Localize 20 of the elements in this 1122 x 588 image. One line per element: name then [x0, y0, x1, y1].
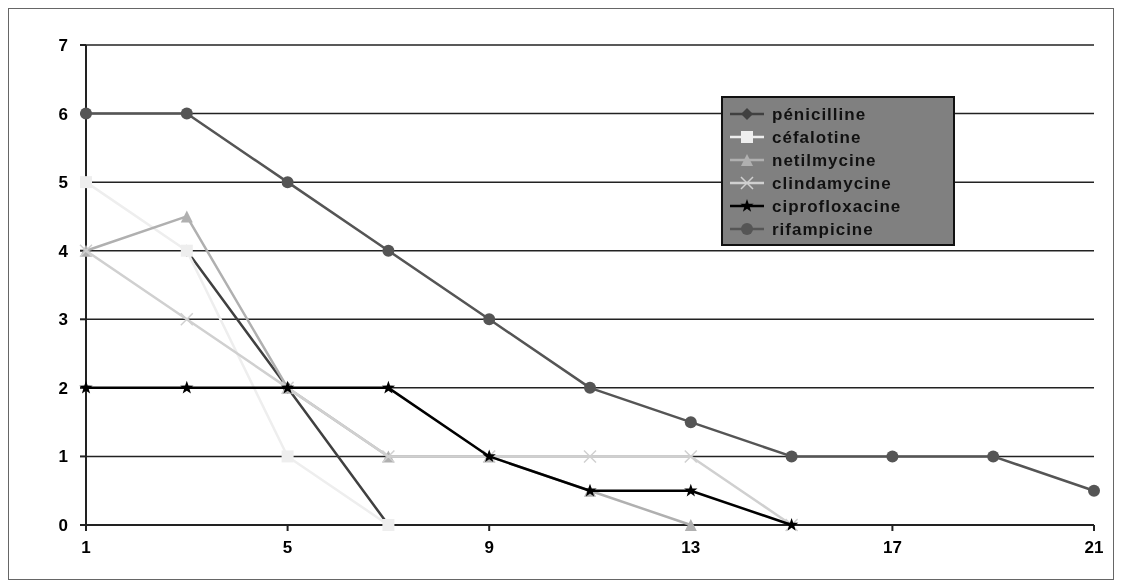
y-tick-label: 2 [58, 378, 68, 398]
y-tick-label: 0 [58, 515, 68, 535]
x-tick-label: 9 [484, 538, 494, 557]
x-tick-label: 1 [81, 538, 91, 557]
x-tick-label: 21 [1084, 538, 1104, 557]
y-tick-label: 4 [58, 241, 69, 261]
y-tick-label: 5 [58, 173, 68, 193]
y-tick-label: 1 [58, 447, 68, 467]
legend-label: pénicilline [772, 104, 867, 124]
y-tick-label: 6 [58, 104, 68, 124]
y-tick-label: 7 [58, 35, 68, 55]
legend-label: céfalotine [772, 127, 862, 147]
legend-label: ciprofloxacine [772, 196, 902, 216]
y-tick-label: 3 [58, 310, 68, 330]
x-tick-label: 5 [282, 538, 293, 557]
x-tick-label: 17 [882, 538, 902, 557]
legend-label: netilmycine [772, 150, 877, 170]
x-tick-label: 13 [681, 538, 701, 557]
legend-label: rifampicine [772, 219, 874, 239]
legend-label: clindamycine [772, 173, 892, 193]
